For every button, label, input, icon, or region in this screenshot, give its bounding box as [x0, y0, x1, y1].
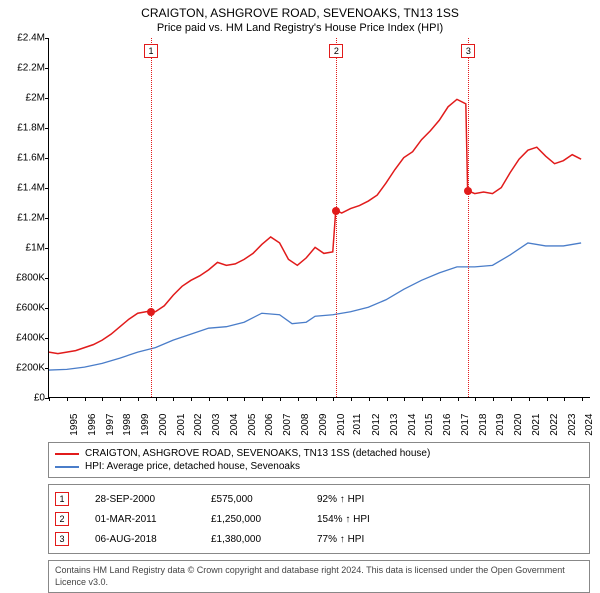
sale-price: £1,250,000: [211, 514, 291, 525]
x-tick-label: 2018: [477, 414, 488, 436]
x-tick-label: 2013: [389, 414, 400, 436]
sale-price: £575,000: [211, 494, 291, 505]
x-tick-label: 2007: [282, 414, 293, 436]
x-tick-label: 2019: [495, 414, 506, 436]
x-tick-label: 2012: [371, 414, 382, 436]
sale-row: 1 28-SEP-2000 £575,000 92% ↑ HPI: [55, 489, 583, 509]
x-tick-label: 2015: [424, 414, 435, 436]
x-tick-label: 1996: [87, 414, 98, 436]
x-tick-label: 2022: [549, 414, 560, 436]
legend: CRAIGTON, ASHGROVE ROAD, SEVENOAKS, TN13…: [48, 442, 590, 478]
sales-table: 1 28-SEP-2000 £575,000 92% ↑ HPI 2 01-MAR-201…: [48, 484, 590, 554]
chart-subtitle: Price paid vs. HM Land Registry's House …: [0, 20, 600, 38]
x-tick-label: 2017: [460, 414, 471, 436]
sale-dot: [464, 187, 472, 195]
y-tick-label: £1.2M: [5, 213, 45, 224]
x-tick-label: 1997: [104, 414, 115, 436]
y-tick-label: £400K: [5, 333, 45, 344]
chart-container: CRAIGTON, ASHGROVE ROAD, SEVENOAKS, TN13…: [0, 0, 600, 590]
x-tick-label: 2000: [158, 414, 169, 436]
x-tick-label: 2002: [193, 414, 204, 436]
series-property: [49, 99, 581, 353]
y-tick-label: £2M: [5, 93, 45, 104]
sale-row: 2 01-MAR-2011 £1,250,000 154% ↑ HPI: [55, 509, 583, 529]
y-tick-label: £2.4M: [5, 33, 45, 44]
sale-num-box: 1: [55, 492, 69, 506]
sale-marker-line: [151, 38, 152, 397]
sale-marker-line: [336, 38, 337, 397]
x-tick-label: 1999: [140, 414, 151, 436]
x-tick-label: 2001: [175, 414, 186, 436]
x-tick-label: 2008: [300, 414, 311, 436]
y-tick-label: £800K: [5, 273, 45, 284]
x-tick-label: 2021: [531, 414, 542, 436]
line-series-svg: [49, 38, 590, 397]
x-tick-label: 2016: [442, 414, 453, 436]
series-hpi: [49, 243, 581, 370]
x-tick-label: 2020: [513, 414, 524, 436]
y-tick-label: £1.8M: [5, 123, 45, 134]
x-tick-label: 1995: [69, 414, 80, 436]
sale-marker-box: 1: [144, 44, 158, 58]
sale-num-box: 2: [55, 512, 69, 526]
sale-date: 06-AUG-2018: [95, 534, 185, 545]
x-tick-label: 2010: [335, 414, 346, 436]
y-tick-label: £1M: [5, 243, 45, 254]
x-tick-label: 2009: [318, 414, 329, 436]
legend-label-property: CRAIGTON, ASHGROVE ROAD, SEVENOAKS, TN13…: [85, 448, 430, 459]
sale-dot: [147, 308, 155, 316]
sale-marker-box: 3: [461, 44, 475, 58]
y-tick-label: £200K: [5, 363, 45, 374]
sale-marker-line: [468, 38, 469, 397]
x-tick-label: 2006: [264, 414, 275, 436]
legend-swatch-hpi: [55, 466, 79, 468]
legend-item-property: CRAIGTON, ASHGROVE ROAD, SEVENOAKS, TN13…: [55, 447, 583, 460]
y-tick-label: £1.6M: [5, 153, 45, 164]
sale-date: 01-MAR-2011: [95, 514, 185, 525]
attribution: Contains HM Land Registry data © Crown c…: [48, 560, 590, 593]
sale-dot: [332, 207, 340, 215]
sale-pct: 92% ↑ HPI: [317, 494, 417, 505]
sale-row: 3 06-AUG-2018 £1,380,000 77% ↑ HPI: [55, 529, 583, 549]
x-tick-label: 1998: [122, 414, 133, 436]
x-tick-label: 2003: [211, 414, 222, 436]
sale-marker-box: 2: [329, 44, 343, 58]
x-tick-label: 2024: [584, 414, 595, 436]
sale-num-box: 3: [55, 532, 69, 546]
plot-area: £0£200K£400K£600K£800K£1M£1.2M£1.4M£1.6M…: [48, 38, 590, 398]
chart-title: CRAIGTON, ASHGROVE ROAD, SEVENOAKS, TN13…: [0, 0, 600, 20]
y-tick-label: £2.2M: [5, 63, 45, 74]
x-tick-label: 2014: [406, 414, 417, 436]
legend-item-hpi: HPI: Average price, detached house, Seve…: [55, 460, 583, 473]
y-tick-label: £0: [5, 393, 45, 404]
y-tick-label: £1.4M: [5, 183, 45, 194]
x-tick-label: 2004: [229, 414, 240, 436]
sale-date: 28-SEP-2000: [95, 494, 185, 505]
y-tick-label: £600K: [5, 303, 45, 314]
sale-pct: 77% ↑ HPI: [317, 534, 417, 545]
x-tick-label: 2005: [246, 414, 257, 436]
legend-label-hpi: HPI: Average price, detached house, Seve…: [85, 461, 300, 472]
sale-pct: 154% ↑ HPI: [317, 514, 417, 525]
sale-price: £1,380,000: [211, 534, 291, 545]
x-tick-label: 2011: [352, 414, 363, 436]
legend-swatch-property: [55, 453, 79, 455]
x-tick-label: 2023: [566, 414, 577, 436]
